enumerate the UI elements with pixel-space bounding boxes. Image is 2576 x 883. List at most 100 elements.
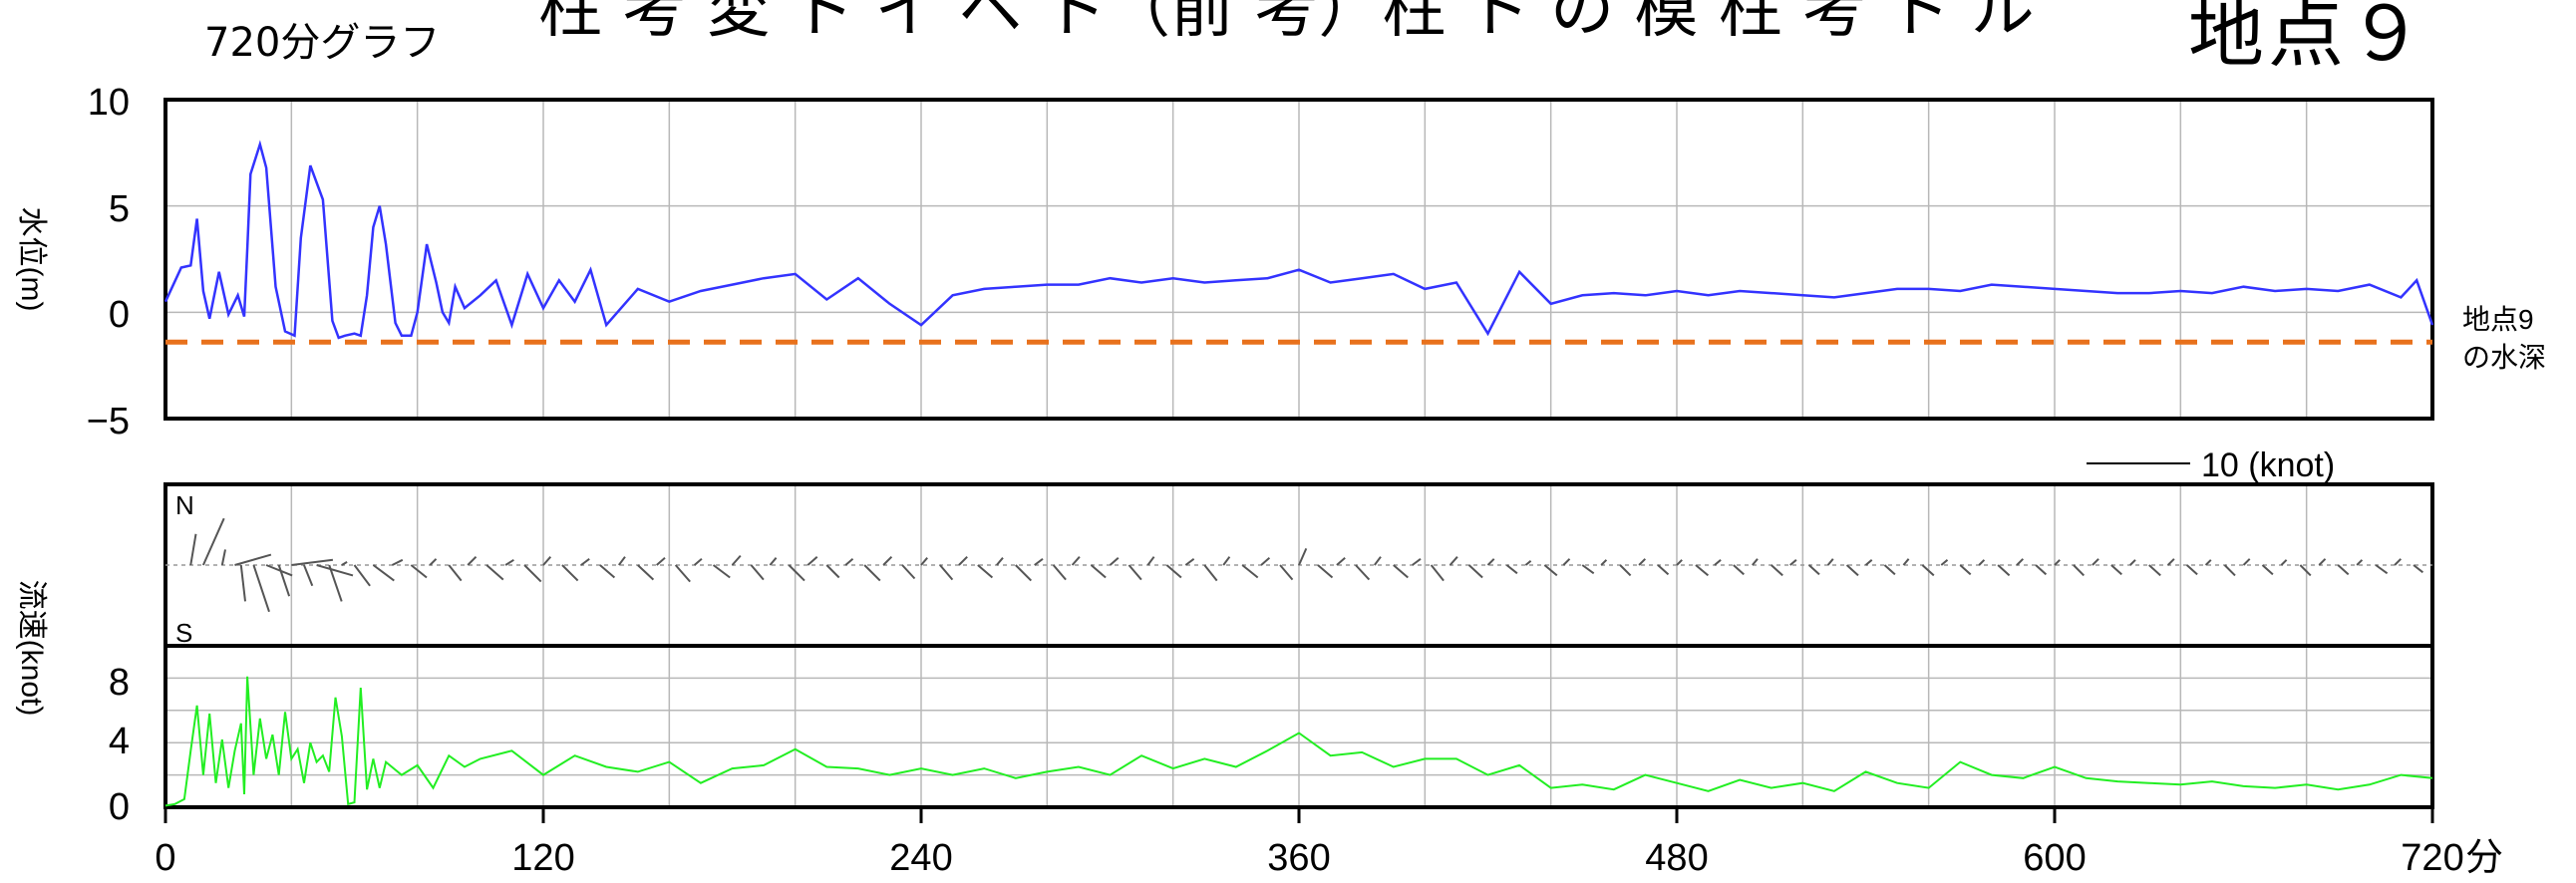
current-vector: [2016, 558, 2025, 566]
speed-ytick-8: 8: [109, 662, 130, 704]
current-vector: [1052, 564, 1067, 581]
current-vector: [291, 558, 334, 566]
current-speed-line: [164, 676, 2433, 807]
speed-ytick-4: 4: [109, 721, 130, 762]
x-tick-label: 0: [155, 837, 175, 879]
current-vector: [1940, 559, 1949, 566]
water-level-line: [163, 140, 2434, 340]
current-vector: [1146, 556, 1155, 566]
current-vector: [1524, 560, 1532, 566]
current-vector: [1486, 558, 1495, 566]
current-vector: [561, 564, 579, 582]
current-vector: [939, 564, 954, 581]
current-vector: [1638, 558, 1647, 566]
current-vector: [599, 564, 616, 579]
current-vector: [391, 558, 404, 566]
current-vectors: [189, 517, 2424, 613]
current-vector: [1600, 559, 1608, 566]
x-tick-label: 600: [2023, 837, 2086, 879]
current-vector: [201, 517, 225, 566]
current-vector: [1373, 556, 1382, 566]
chart-title-cut: 柱 考 変 ト イ ベ ト（前 考）柱 ト の 模 柱 考 ト ル: [538, 0, 2035, 47]
x-unit-label: 分: [2465, 837, 2503, 879]
current-vector: [1959, 564, 1972, 576]
current-vector: [1771, 564, 1783, 577]
water-ytick-0: 0: [109, 294, 130, 336]
station-label: 地点９: [2188, 0, 2427, 78]
current-vector: [2166, 558, 2175, 566]
current-vector: [1695, 564, 1710, 577]
current-vector: [731, 554, 742, 566]
current-vector: [674, 564, 691, 583]
water-ytick-5: 5: [109, 188, 130, 230]
current-vector: [863, 564, 881, 582]
water-panel-frame: [163, 98, 2434, 421]
current-vector: [1449, 556, 1458, 566]
speed-ytick-0: 0: [109, 786, 130, 828]
current-vector: [825, 564, 840, 579]
current-vector: [1676, 559, 1683, 566]
current-vector: [1184, 557, 1195, 566]
current-vector: [353, 564, 371, 587]
current-vector: [1412, 557, 1422, 566]
water-ytick-10: 10: [88, 82, 130, 124]
current-vector: [523, 564, 542, 583]
current-vector: [996, 557, 1004, 566]
current-vector: [580, 557, 590, 566]
current-vector: [1657, 564, 1670, 576]
current-vector: [2356, 559, 2364, 566]
current-vector: [882, 555, 893, 566]
current-vector: [656, 556, 666, 566]
current-vector: [958, 555, 968, 566]
current-vector: [617, 556, 626, 566]
current-vector: [1733, 564, 1745, 576]
x-tick-label: 360: [1267, 837, 1330, 879]
water-ylabel: 水位(m): [15, 207, 48, 312]
current-vector: [1071, 556, 1081, 566]
current-vector: [1393, 564, 1409, 579]
current-vector: [1015, 564, 1033, 582]
current-vector: [265, 564, 293, 577]
current-vector: [1978, 559, 1986, 566]
current-vector: [1355, 564, 1371, 581]
current-vector: [1260, 556, 1271, 566]
current-vector: [637, 564, 655, 581]
current-vector: [788, 564, 805, 582]
current-vector: [189, 533, 197, 566]
current-vector: [485, 564, 504, 581]
current-vector: [1845, 564, 1859, 577]
current-vector: [1581, 564, 1595, 575]
current-vector: [220, 549, 226, 566]
current-vector: [252, 564, 270, 613]
current-vector: [901, 564, 916, 580]
current-vector: [2185, 564, 2198, 576]
depth-label-line2: の水深: [2462, 342, 2546, 373]
current-vector: [542, 556, 552, 566]
current-vector: [1807, 564, 1820, 576]
current-vector: [1317, 564, 1334, 579]
current-vector: [1826, 558, 1834, 566]
depth-label-line1: 地点9: [2462, 304, 2534, 335]
current-vector: [2299, 564, 2312, 577]
current-vector: [2148, 564, 2161, 577]
current-vector: [1619, 564, 1632, 577]
current-vector: [1165, 564, 1182, 579]
current-vector: [1714, 559, 1722, 566]
x-tick-label: 240: [889, 837, 952, 879]
current-vector: [1034, 557, 1044, 566]
current-vector: [234, 553, 272, 566]
speed-ylabel: 流速(knot): [15, 580, 48, 717]
current-vector: [1752, 558, 1759, 566]
current-vector: [1789, 559, 1797, 566]
current-vector: [2413, 564, 2424, 574]
current-vector: [1864, 559, 1873, 566]
current-vector: [2261, 564, 2274, 576]
x-tick-label: 720: [2401, 837, 2463, 879]
current-vector: [750, 564, 765, 581]
current-vector: [239, 564, 246, 602]
current-vector: [977, 564, 994, 579]
current-vector: [2110, 564, 2122, 576]
current-vector: [1562, 558, 1571, 566]
current-vector: [2318, 558, 2327, 566]
